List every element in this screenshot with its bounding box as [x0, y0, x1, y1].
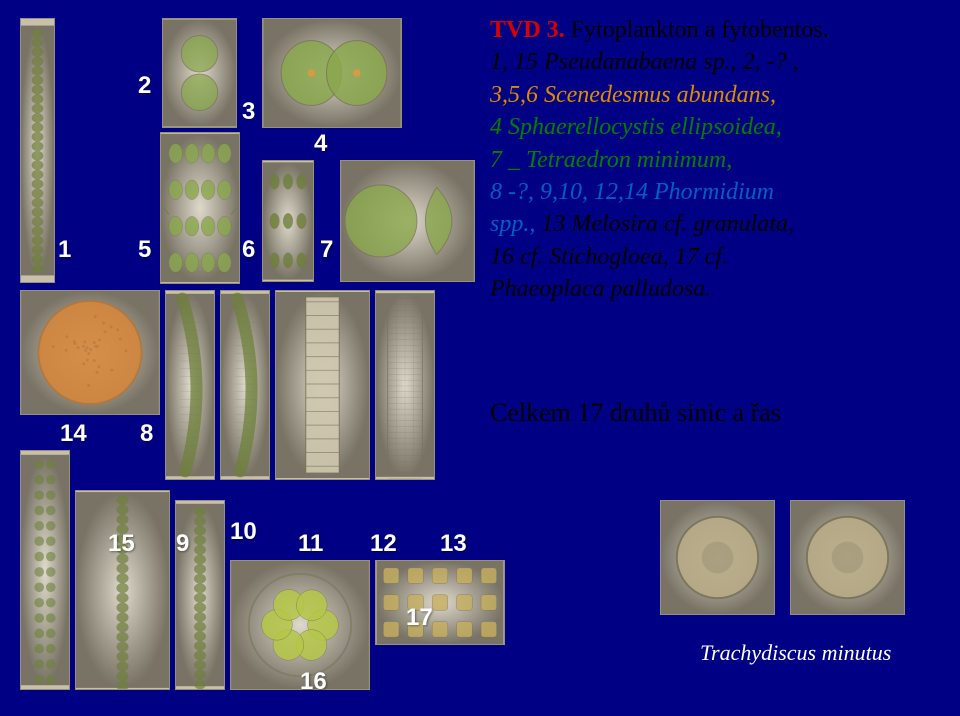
micrograph-thumb: [20, 450, 70, 690]
thumb-number: 12: [370, 530, 397, 558]
total-line: Celkem 17 druhů sinic a řas: [490, 398, 781, 428]
thumb-number: 4: [314, 130, 327, 158]
thumb-number: 2: [138, 72, 151, 100]
micrograph-thumb: [75, 490, 170, 690]
caption-line: 3,5,6 Scenedesmus abundans,: [490, 79, 940, 111]
micrograph-thumb: [790, 500, 905, 615]
caption-segment: 2, -? ,: [743, 49, 799, 75]
caption-line: spp., 13 Melosira cf. granulata,: [490, 208, 940, 240]
thumb-number: 9: [176, 530, 189, 558]
micrograph-thumb: [20, 18, 55, 283]
thumb-number: 3: [242, 98, 255, 126]
micrograph-thumb: [375, 290, 435, 480]
caption-segment: Pseudanabaena sp.,: [544, 49, 743, 75]
micrograph-thumb: [262, 18, 402, 128]
thumb-number: 6: [242, 236, 255, 264]
caption-line: 7 _ Tetraedron minimum,: [490, 144, 940, 176]
caption-line: 16 cf. Stichogloea, 17 cf.: [490, 241, 940, 273]
micrograph-thumb: [162, 18, 237, 128]
micrograph-thumb: [660, 500, 775, 615]
micrograph-thumb: [160, 132, 240, 284]
thumb-number: 17: [406, 604, 433, 632]
caption-segment: Phormidium: [654, 179, 774, 205]
micrograph-thumb: [220, 290, 270, 480]
title-rest: Fytoplankton a fytobentos.: [565, 17, 829, 43]
caption-segment: 13: [541, 211, 571, 237]
caption-segment: 4: [490, 114, 508, 140]
thumb-number: 11: [298, 530, 323, 558]
caption-line: 4 Sphaerellocystis ellipsoidea,: [490, 111, 940, 143]
thumb-number: 1: [58, 236, 71, 264]
caption-segment: Sphaerellocystis ellipsoidea,: [508, 114, 782, 140]
micrograph-thumb: [165, 290, 215, 480]
thumb-number: 7: [320, 236, 333, 264]
title-line: TVD 3. Fytoplankton a fytobentos.: [490, 14, 940, 46]
thumb-number: 14: [60, 420, 87, 448]
caption-segment: 1, 15: [490, 49, 544, 75]
micrograph-thumb: [340, 160, 475, 282]
caption-segment: Phaeoplaca palludosa.: [490, 276, 711, 302]
caption-segment: 8 -?, 9,10, 12,14: [490, 179, 654, 205]
caption-segment: 17 cf.: [675, 244, 728, 270]
caption-segment: Melosira cf. granulata,: [571, 211, 794, 237]
thumb-number: 10: [230, 518, 257, 546]
thumb-number: 15: [108, 530, 135, 558]
caption-line: 1, 15 Pseudanabaena sp., 2, -? ,: [490, 46, 940, 78]
micrograph-thumb: [20, 290, 160, 415]
caption-line: 8 -?, 9,10, 12,14 Phormidium: [490, 176, 940, 208]
thumb-number: 16: [300, 668, 327, 696]
caption-block: TVD 3. Fytoplankton a fytobentos. 1, 15 …: [490, 14, 940, 306]
caption-segment: 7 _: [490, 147, 526, 173]
micrograph-thumb: [375, 560, 505, 645]
title-prefix: TVD 3.: [490, 17, 565, 43]
caption-segment: 16 cf.: [490, 244, 549, 270]
caption-segment: Stichogloea,: [549, 244, 674, 270]
caption-segment: Tetraedron minimum,: [526, 147, 732, 173]
caption-lines: 1, 15 Pseudanabaena sp., 2, -? ,3,5,6 Sc…: [490, 46, 940, 305]
trachy-caption: Trachydiscus minutus: [700, 640, 891, 666]
micrograph-thumb: [275, 290, 370, 480]
caption-segment: spp.,: [490, 211, 541, 237]
thumb-number: 13: [440, 530, 467, 558]
caption-line: Phaeoplaca palludosa.: [490, 273, 940, 305]
thumb-number: 8: [140, 420, 153, 448]
thumb-number: 5: [138, 236, 151, 264]
micrograph-thumb: [262, 160, 314, 282]
caption-segment: Scenedesmus abundans,: [544, 82, 776, 108]
caption-segment: 3,5,6: [490, 82, 544, 108]
micrograph-thumb: [175, 500, 225, 690]
